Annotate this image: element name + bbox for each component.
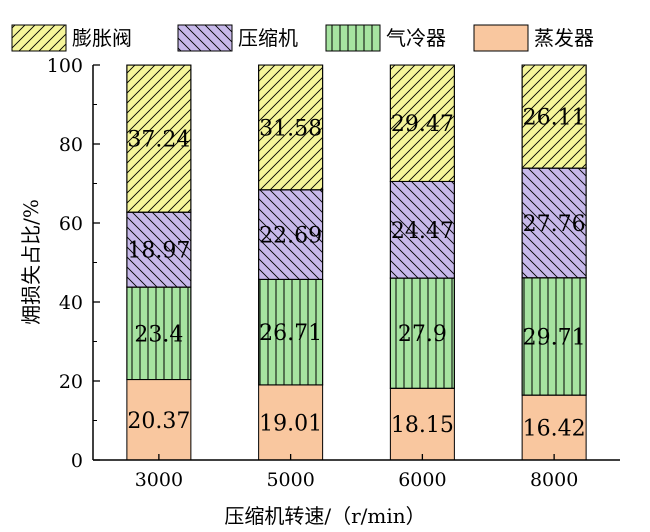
y-tick-label: 20 — [59, 371, 83, 393]
bar-segment-hatch — [258, 64, 324, 191]
bar-segment — [389, 387, 455, 461]
bar-segment-hatch — [258, 278, 324, 386]
data-label: 22.69 — [259, 224, 322, 249]
bar-segment-hatch — [521, 277, 587, 396]
legend-label: 膨胀阀 — [72, 26, 132, 50]
y-tick-label: 80 — [59, 134, 83, 156]
data-label: 18.97 — [127, 239, 190, 264]
data-label: 24.47 — [391, 219, 454, 244]
bar-segment-hatch — [521, 167, 587, 279]
legend: 膨胀阀 压缩机 气冷器 蒸发器 — [11, 24, 594, 52]
data-label: 18.15 — [391, 413, 454, 438]
bar-segment — [521, 394, 587, 461]
legend-swatch — [473, 24, 529, 52]
x-tick-label: 6000 — [398, 469, 446, 491]
x-axis-title: 压缩机转速/（r/min） — [224, 504, 425, 528]
bar-segment-hatch — [389, 277, 455, 389]
legend-swatch-hatch — [177, 24, 233, 52]
bars: 20.37 23.4 18.97 37.24 19.01 26.71 22.69 31.58 1… — [126, 64, 587, 461]
bar-segment-hatch — [126, 64, 192, 213]
bar-segment-hatch — [258, 189, 324, 280]
bar-segment-hatch — [126, 286, 192, 381]
axes: 0 20 40 60 80 100 3000 5000 6000 8000 — [47, 55, 620, 491]
y-tick-label: 40 — [59, 292, 83, 314]
y-tick-label: 100 — [47, 55, 83, 77]
data-label: 16.42 — [523, 417, 586, 442]
x-tick-label: 5000 — [266, 469, 314, 491]
data-label: 31.58 — [259, 116, 322, 141]
legend-label: 压缩机 — [238, 26, 298, 50]
legend-label: 蒸发器 — [534, 26, 594, 50]
data-label: 19.01 — [259, 411, 322, 436]
data-label: 27.76 — [523, 212, 586, 237]
data-label: 20.37 — [127, 409, 190, 434]
y-tick-label: 0 — [71, 450, 83, 472]
y-axis-title: 㶲损失占比/% — [19, 199, 43, 325]
legend-swatch-hatch — [11, 24, 67, 52]
x-tick-label: 8000 — [530, 469, 578, 491]
legend-swatch-hatch — [325, 24, 381, 52]
bar-segment-hatch — [521, 64, 587, 169]
data-label: 29.47 — [391, 112, 454, 137]
bar-segment — [126, 379, 192, 461]
data-label: 27.9 — [398, 322, 447, 347]
legend-label: 气冷器 — [386, 26, 446, 50]
bar-segment — [258, 384, 324, 461]
data-label: 37.24 — [127, 128, 190, 153]
bar-segment-hatch — [389, 64, 455, 182]
bar-segment-hatch — [126, 211, 192, 288]
data-label: 23.4 — [134, 322, 183, 347]
data-label: 29.71 — [523, 325, 586, 350]
data-label: 26.71 — [259, 321, 322, 346]
y-tick-label: 60 — [59, 213, 83, 235]
data-label: 26.11 — [523, 106, 586, 131]
x-tick-label: 3000 — [135, 469, 183, 491]
